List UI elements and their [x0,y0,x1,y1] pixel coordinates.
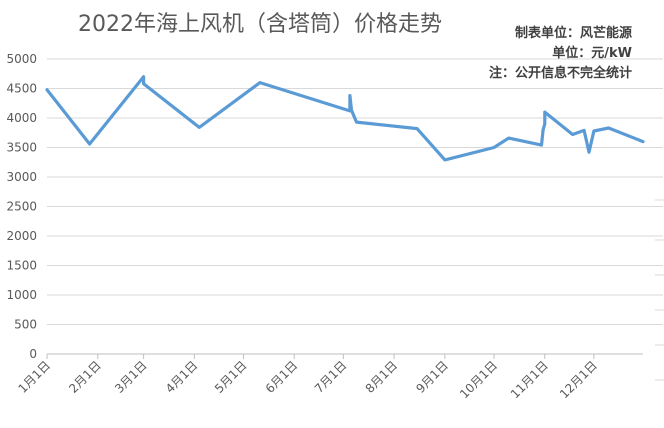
y-tick-label: 3000 [6,170,37,184]
remark-note: 注：公开信息不完全统计 [488,66,632,81]
data-point [89,143,91,145]
source-note: 制表单位：风芒能源 [514,26,632,41]
y-tick-label: 4000 [6,111,37,125]
x-tick-label: 5月1日 [212,358,250,396]
y-tick-label: 1000 [6,288,37,302]
data-point [572,134,574,136]
y-tick-label: 500 [14,318,37,332]
data-point [349,95,351,97]
data-point [349,110,351,112]
y-tick-label: 4500 [6,82,37,96]
data-point [444,159,446,161]
x-tick-label: 2月1日 [66,358,104,396]
data-point [540,144,542,146]
data-point [542,129,544,131]
y-tick-label: 2500 [6,200,37,214]
x-axis: 1月1日 2月1日 3月1日 4月1日 5月1日 6月1日 7月1日 8月1日 9月1日 10月1… [15,353,643,401]
data-point [351,109,353,111]
data-point [508,137,510,139]
data-point [355,121,357,123]
x-tick-label: 8月1日 [363,358,401,396]
price-series-line [45,75,645,162]
data-point [143,76,145,78]
data-point [544,123,546,125]
data-point [259,82,261,84]
data-point [544,111,546,113]
y-tick-label: 5000 [6,52,37,66]
data-point [593,130,595,132]
x-tick-label: 3月1日 [112,358,150,396]
x-tick-label: 10月1日 [457,358,500,401]
data-point [642,141,644,143]
data-point [143,83,145,85]
x-tick-label: 9月1日 [413,358,451,396]
y-tick-label: 3500 [6,141,37,155]
data-point [198,126,200,128]
x-tick-label: 11月1日 [508,358,551,401]
y-tick-label: 1500 [6,259,37,273]
x-tick-label: 12月1日 [557,358,600,401]
data-point [608,127,610,129]
x-tick-label: 4月1日 [163,358,201,396]
grid-lines [47,58,663,325]
unit-note: 单位：元/kW [552,46,632,61]
y-axis-ticks: 0 500 1000 1500 2000 2500 3000 3500 4000 4500 5000 [6,52,37,361]
y-tick-label: 0 [29,347,37,361]
y-tick-label: 2000 [6,229,37,243]
data-point [46,89,48,91]
x-tick-label: 7月1日 [312,358,350,396]
chart-title: 2022年海上风机（含塔筒）价格走势 [78,12,442,37]
data-point [416,128,418,130]
x-tick-label: 6月1日 [263,358,301,396]
data-point [583,129,585,131]
data-point [588,151,590,153]
right-edge-marks [655,199,664,381]
x-tick-label: 1月1日 [15,358,53,396]
series-layer [45,75,645,162]
data-point [493,147,495,148]
